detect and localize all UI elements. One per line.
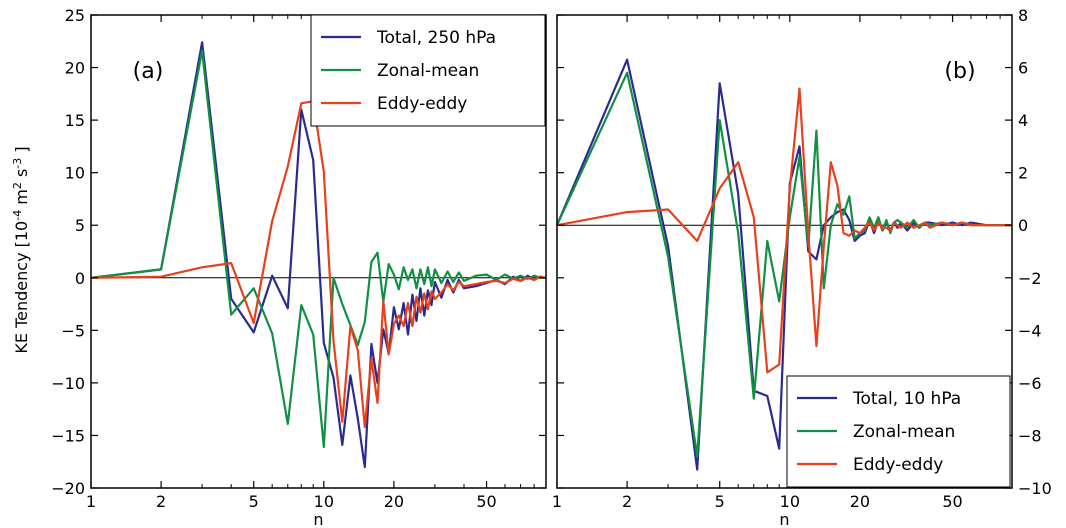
- y-tick-label: −4: [1018, 321, 1042, 340]
- legend-label-1: Total, 250 hPa: [376, 28, 496, 48]
- legend-label-2: Zonal-mean: [853, 422, 955, 442]
- x-tick-label: 20: [384, 492, 404, 511]
- x-tick-label: 1: [552, 492, 562, 511]
- x-tick-label: 50: [942, 492, 962, 511]
- y-tick-label: 25: [65, 6, 85, 25]
- y-tick-label: −10: [1018, 479, 1052, 498]
- x-tick-label: 20: [850, 492, 870, 511]
- legend-label-2: Zonal-mean: [377, 61, 479, 81]
- y-tick-label: 0: [1018, 216, 1028, 235]
- panel-label: (a): [133, 59, 164, 84]
- x-tick-label: 10: [314, 492, 334, 511]
- y-tick-label: −2: [1018, 269, 1042, 288]
- y-tick-label: 5: [75, 216, 85, 235]
- x-tick-label: 2: [622, 492, 632, 511]
- y-axis-label: KE Tendency [10-4 m2 s-3 ]: [11, 146, 31, 353]
- x-tick-label: 1: [86, 492, 96, 511]
- x-axis-title: n: [779, 510, 789, 528]
- y-tick-label: −10: [51, 374, 85, 393]
- x-tick-label: 5: [715, 492, 725, 511]
- y-tick-label: 4: [1018, 111, 1028, 130]
- y-tick-label: −5: [61, 321, 85, 340]
- panel-label: (b): [944, 59, 975, 84]
- panel-a: 1 2 5 10 20 50n−20−15−10−50510152025(a)Total,…: [51, 6, 547, 528]
- x-tick-label: 10: [780, 492, 800, 511]
- y-tick-label: 6: [1018, 59, 1028, 78]
- y-tick-label: 15: [65, 111, 85, 130]
- y-tick-label: 20: [65, 59, 85, 78]
- legend-label-3: Eddy-eddy: [853, 455, 943, 475]
- x-axis-title: n: [313, 510, 323, 528]
- x-tick-label: 2: [156, 492, 166, 511]
- series-line-3: [556, 87, 1012, 374]
- plot-frame: [556, 14, 1013, 489]
- y-tick-label: −6: [1018, 374, 1042, 393]
- y-tick-label: 2: [1018, 164, 1028, 183]
- series-line-2: [90, 49, 546, 449]
- panel-b: 1 2 5 10 20 50 n −10 −8 −6 −4 −2 0 2 4 6 8 (b) Total, 10 h…: [552, 6, 1052, 528]
- y-tick-label: 8: [1018, 6, 1028, 25]
- y-tick-label: −20: [51, 479, 85, 498]
- legend-label-3: Eddy-eddy: [377, 94, 467, 114]
- y-tick-label: 0: [75, 269, 85, 288]
- y-tick-label: 10: [65, 164, 85, 183]
- x-tick-label: 50: [476, 492, 496, 511]
- x-tick-label: 5: [249, 492, 259, 511]
- legend-label-1: Total, 10 hPa: [852, 389, 961, 409]
- series-line-3: [90, 100, 547, 429]
- y-tick-label: −8: [1018, 426, 1042, 445]
- y-tick-label: −15: [51, 426, 85, 445]
